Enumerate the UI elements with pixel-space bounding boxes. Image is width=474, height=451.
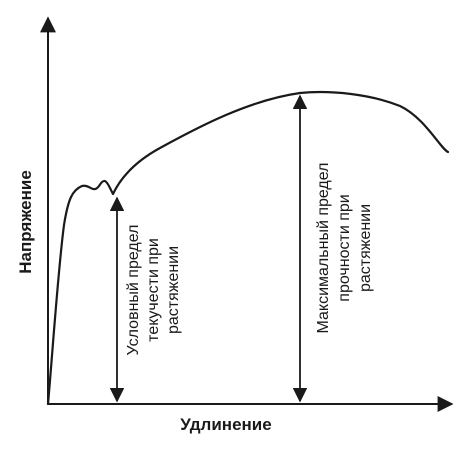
ultimate-strength-label-line2: прочности при <box>336 194 353 301</box>
y-axis-label: Напряжение <box>16 170 35 274</box>
yield-strength-label-line1: Условный предел <box>125 225 142 356</box>
ultimate-strength-label-line1: Максимальный предел <box>315 163 332 334</box>
x-axis-label: Удлинение <box>180 415 271 434</box>
yield-strength-label-line3: растяжении <box>165 246 182 334</box>
ultimate-strength-label-line3: растяжении <box>357 204 374 292</box>
yield-strength-label-line2: текучести при <box>145 238 162 342</box>
yield-strength-label: Условный предел текучести при растяжении <box>125 225 182 356</box>
stress-strain-curve <box>46 90 450 406</box>
ultimate-strength-label: Максимальный предел прочности при растяж… <box>315 163 374 334</box>
